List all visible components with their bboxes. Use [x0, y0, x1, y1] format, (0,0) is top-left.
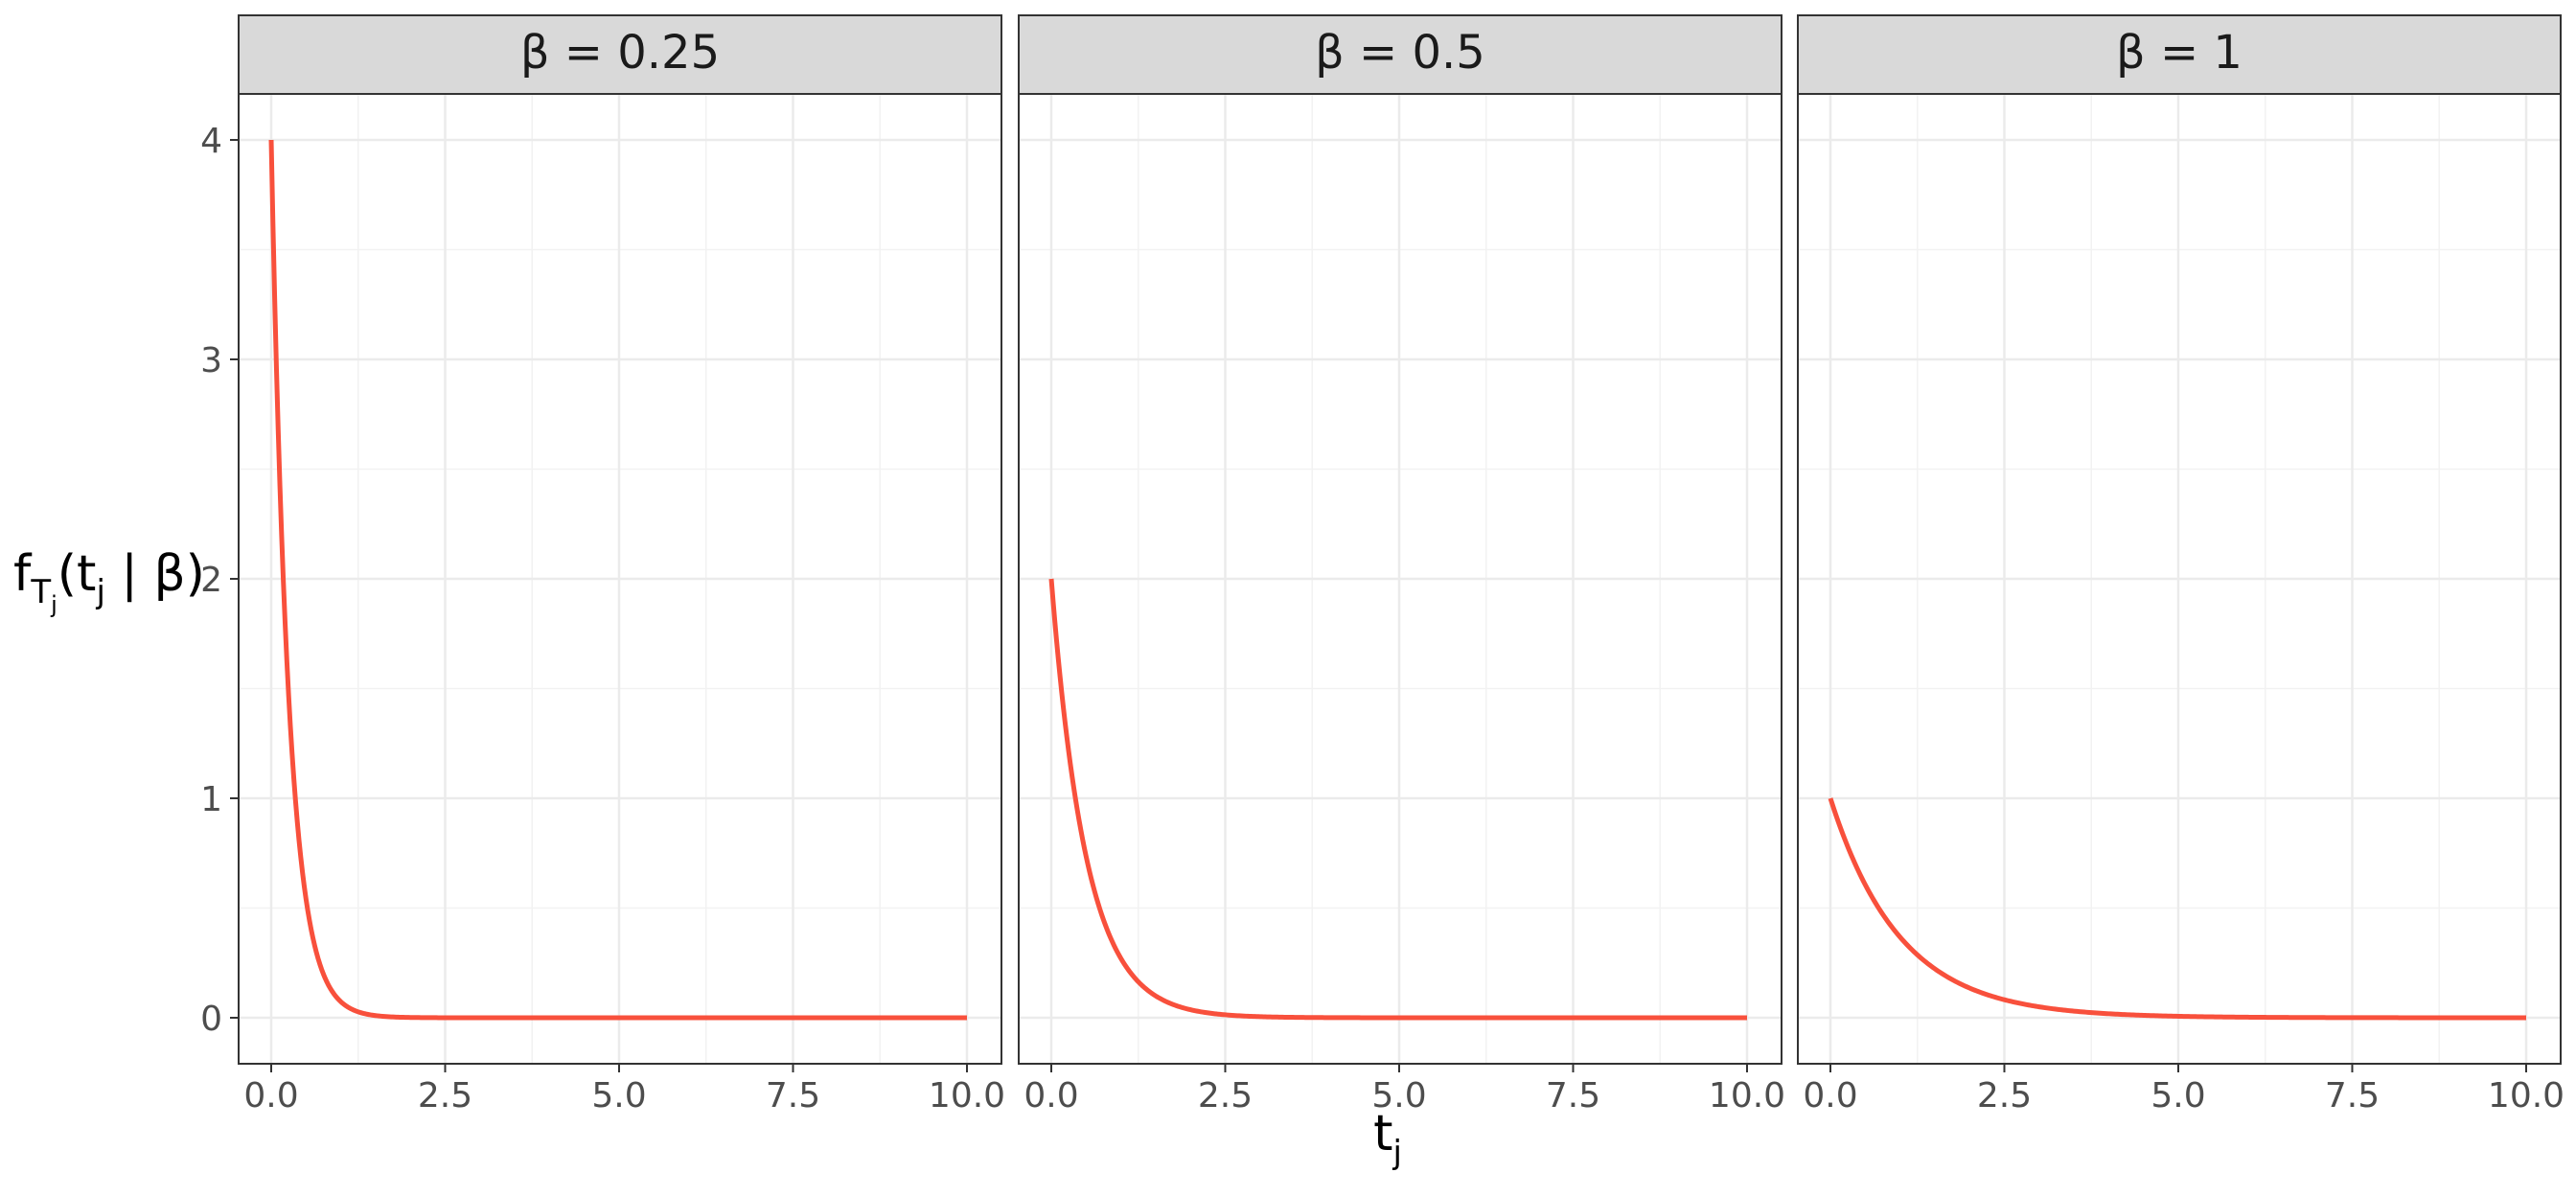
x-tick-label: 10.0 [2488, 1076, 2564, 1116]
facet-strip-label: β = 1 [2116, 26, 2242, 80]
facet-panel-2: β = 0.5 0.0 2.5 5.0 7.5 10.0 [1018, 14, 1785, 1116]
y-tick-label: 0 [200, 1000, 222, 1039]
facet-panel-3: β = 1 0.0 2.5 5.0 7.5 10.0 [1797, 14, 2564, 1116]
x-tick-label: 10.0 [929, 1076, 1005, 1116]
x-tick-label: 10.0 [1709, 1076, 1785, 1116]
x-tick-label: 2.5 [1977, 1076, 2032, 1116]
x-tick-label: 0.0 [1803, 1076, 1857, 1116]
density-line-beta-1 [1828, 797, 2527, 1021]
facet-panel-1: β = 0.25 0.0 2.5 5.0 7.5 10.0 [238, 14, 1005, 1116]
y-tick-label: 4 [200, 122, 222, 161]
x-tick-label: 0.0 [243, 1076, 298, 1116]
x-axis-title: tj [1373, 1105, 1402, 1172]
facet-strip-label: β = 0.5 [1315, 26, 1485, 80]
x-tick-label: 7.5 [766, 1076, 820, 1116]
x-tick-label: 0.0 [1024, 1076, 1078, 1116]
density-line-beta-0_25 [268, 139, 968, 1021]
x-tick-label: 5.0 [2150, 1076, 2205, 1116]
x-tick-label: 5.0 [591, 1076, 646, 1116]
x-tick-label: 2.5 [1198, 1076, 1253, 1116]
x-tick-label: 7.5 [2325, 1076, 2380, 1116]
x-tick-label: 2.5 [418, 1076, 472, 1116]
y-tick-label: 3 [200, 341, 222, 380]
y-axis-title: fTj(tj | β) [13, 545, 205, 618]
density-line-beta-0_5 [1048, 578, 1748, 1021]
facet-strip [238, 14, 1002, 95]
facet-strip [1018, 14, 1782, 95]
x-tick-label: 5.0 [1371, 1076, 1426, 1116]
y-tick-label: 2 [200, 561, 222, 600]
facet-strip-label: β = 0.25 [520, 26, 720, 80]
facet-strip [1797, 14, 2562, 95]
x-tick-label: 7.5 [1546, 1076, 1600, 1116]
y-tick-label: 1 [200, 780, 222, 819]
